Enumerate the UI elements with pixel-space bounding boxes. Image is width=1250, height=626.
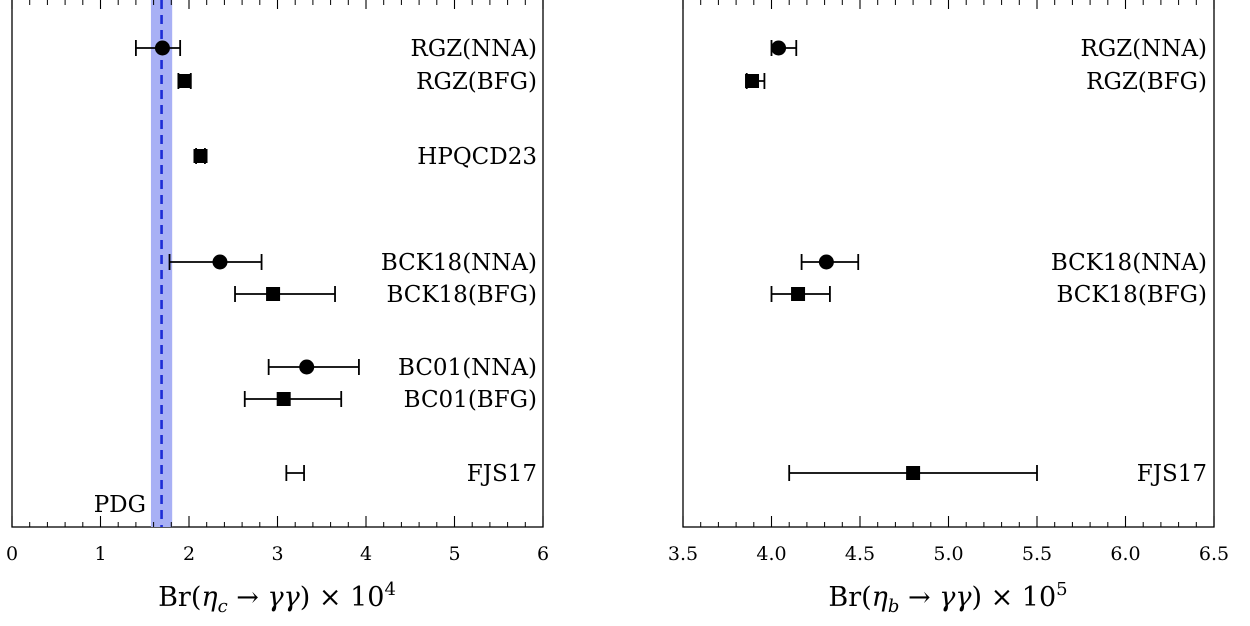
entry-label: BC01(BFG) (404, 387, 537, 413)
entry-label: RGZ(BFG) (416, 69, 537, 95)
circle-marker (212, 254, 228, 270)
data-entry: HPQCD23 (193, 144, 537, 170)
square-marker (266, 287, 281, 301)
x-tick-label: 6.5 (1199, 543, 1229, 565)
circle-marker (771, 40, 787, 56)
data-entry: BCK18(BFG) (770, 282, 1207, 308)
x-tick-label: 4.5 (845, 543, 875, 565)
left-axis-ticks: 0 1 2 3 4 5 6 (6, 0, 549, 565)
right-axis-ticks: 3.5 4.0 4.5 5.0 5.5 6.0 6.5 (668, 0, 1229, 565)
x-tick-label: 1 (94, 543, 106, 565)
right-x-axis-title: Br(ηb → γγ) × 105 (828, 579, 1067, 617)
data-entry: BCK18(NNA) (800, 250, 1207, 276)
entry-label: RGZ(BFG) (1086, 69, 1207, 95)
data-entry: FJS17 (788, 461, 1207, 487)
entry-label: RGZ(NNA) (411, 36, 537, 62)
pdg-label: PDG (94, 492, 146, 518)
x-tick-label: 6 (537, 543, 549, 565)
square-marker (177, 74, 192, 88)
entry-label: BCK18(NNA) (1051, 250, 1207, 276)
x-tick-label: 3.5 (668, 543, 698, 565)
data-entry: RGZ(BFG) (177, 69, 537, 95)
entry-label: RGZ(NNA) (1081, 36, 1207, 62)
entry-label: BCK18(NNA) (381, 250, 537, 276)
right-data-marks: RGZ(NNA) RGZ(BFG) BCK18(NNA) BCK18(BFG) FJS1… (745, 36, 1207, 487)
entry-label: FJS17 (1137, 461, 1207, 487)
left-x-axis-title: Br(ηc → γγ) × 104 (158, 579, 396, 617)
circle-marker (818, 254, 834, 270)
x-tick-label: 5.0 (933, 543, 963, 565)
x-tick-label: 6.0 (1110, 543, 1140, 565)
data-entry: BC01(BFG) (243, 387, 537, 413)
data-entry: BC01(NNA) (267, 355, 537, 381)
x-tick-label: 5.5 (1022, 543, 1052, 565)
square-marker (276, 392, 291, 406)
data-entry: RGZ(BFG) (745, 69, 1207, 95)
data-entry: RGZ(NNA) (770, 36, 1207, 62)
entry-label: FJS17 (467, 461, 537, 487)
data-entry: RGZ(NNA) (134, 36, 537, 62)
data-entry: BCK18(BFG) (234, 282, 537, 308)
x-tick-label: 5 (448, 543, 460, 565)
x-tick-label: 3 (271, 543, 283, 565)
entry-label: BCK18(BFG) (1056, 282, 1207, 308)
square-marker (745, 74, 760, 88)
x-tick-label: 2 (183, 543, 195, 565)
left-data-marks: RGZ(NNA) RGZ(BFG) HPQCD23 BCK18(NNA) BCK18(B… (134, 36, 537, 487)
data-entry: BCK18(NNA) (168, 250, 537, 276)
square-marker (193, 149, 208, 163)
x-tick-label: 4.0 (756, 543, 786, 565)
entry-label: BCK18(BFG) (386, 282, 537, 308)
right-panel: 3.5 4.0 4.5 5.0 5.5 6.0 6.5 RGZ(NNA) RGZ(BFG) BC… (668, 0, 1229, 617)
pdg-reference-band (150, 0, 173, 527)
entry-label: BC01(NNA) (398, 355, 537, 381)
circle-marker (299, 359, 315, 375)
square-marker (906, 466, 921, 480)
circle-marker (154, 40, 170, 56)
x-tick-label: 0 (6, 543, 18, 565)
square-marker (791, 287, 806, 301)
x-tick-label: 4 (360, 543, 372, 565)
entry-label: HPQCD23 (417, 144, 537, 170)
left-panel: 0 1 2 3 4 5 6 RGZ(NNA) RGZ(BFG) HPQCD23 BCK18(NNA… (6, 0, 549, 617)
data-entry: FJS17 (285, 461, 537, 487)
